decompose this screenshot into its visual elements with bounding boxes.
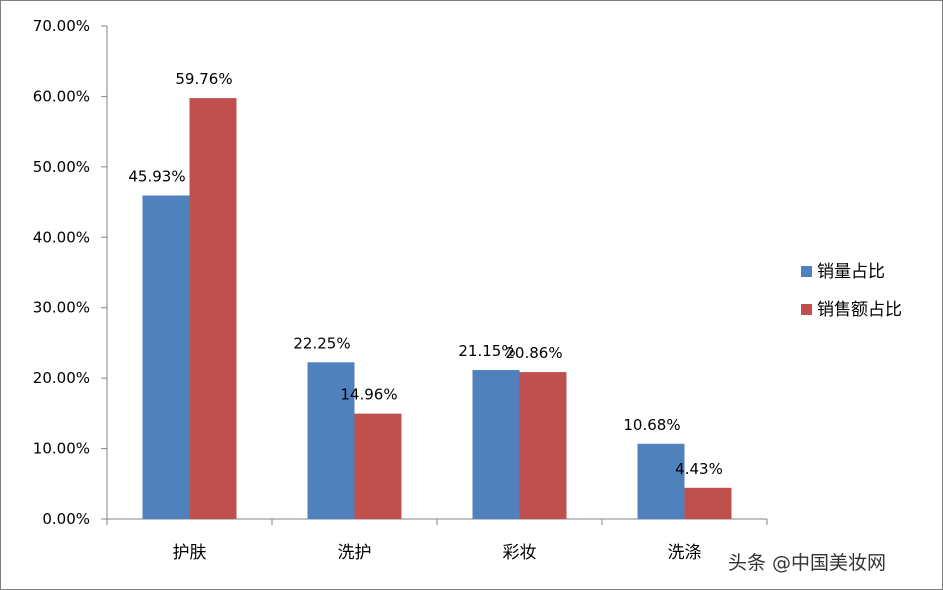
y-axis: 0.00% 10.00% 20.00% 30.00% 40.00% 50.00% 60.00… (33, 17, 108, 528)
y-tick-label: 10.00% (33, 440, 90, 458)
y-tick-label: 60.00% (33, 87, 90, 105)
bar-sales-amount (189, 98, 237, 519)
watermark: 头条 @中国美妆网 (728, 552, 887, 574)
data-label: 22.25% (293, 334, 350, 352)
x-category-label: 洗护 (338, 543, 372, 563)
bar-sales-amount (354, 413, 402, 519)
legend-swatch (801, 304, 812, 315)
y-tick-label: 70.00% (33, 17, 90, 35)
bars (142, 98, 732, 519)
y-tick-label: 50.00% (33, 158, 90, 176)
y-tick-label: 40.00% (33, 228, 90, 246)
bar-sales-volume (472, 370, 520, 519)
bar-sales-volume (142, 195, 190, 519)
bar-sales-amount (684, 487, 732, 519)
y-tick-label: 0.00% (42, 510, 90, 528)
legend-label: 销量占比 (817, 262, 885, 282)
data-label: 21.15% (458, 342, 515, 360)
legend-label: 销售额占比 (817, 300, 902, 320)
legend-swatch (801, 266, 812, 277)
x-category-label: 护肤 (173, 543, 207, 563)
data-labels: 45.93% 59.76% 22.25% 14.96% 21.15%20.86% 10.6… (128, 70, 722, 478)
y-tick-label: 20.00% (33, 369, 90, 387)
data-label: 4.43% (675, 460, 723, 478)
bar-sales-volume (307, 362, 355, 519)
data-label: 14.96% (340, 386, 397, 404)
x-category-label: 彩妆 (503, 543, 537, 563)
x-axis: 护肤 洗护 彩妆 洗涤 (106, 518, 768, 563)
data-label: 20.86% (505, 344, 562, 362)
bar-sales-amount (519, 372, 567, 519)
data-label: 10.68% (623, 416, 680, 434)
y-tick-label: 30.00% (33, 299, 90, 317)
bar-sales-volume (637, 443, 685, 519)
x-category-label: 洗涤 (668, 543, 702, 563)
data-label: 45.93% (128, 168, 185, 186)
data-label: 59.76% (175, 70, 232, 88)
